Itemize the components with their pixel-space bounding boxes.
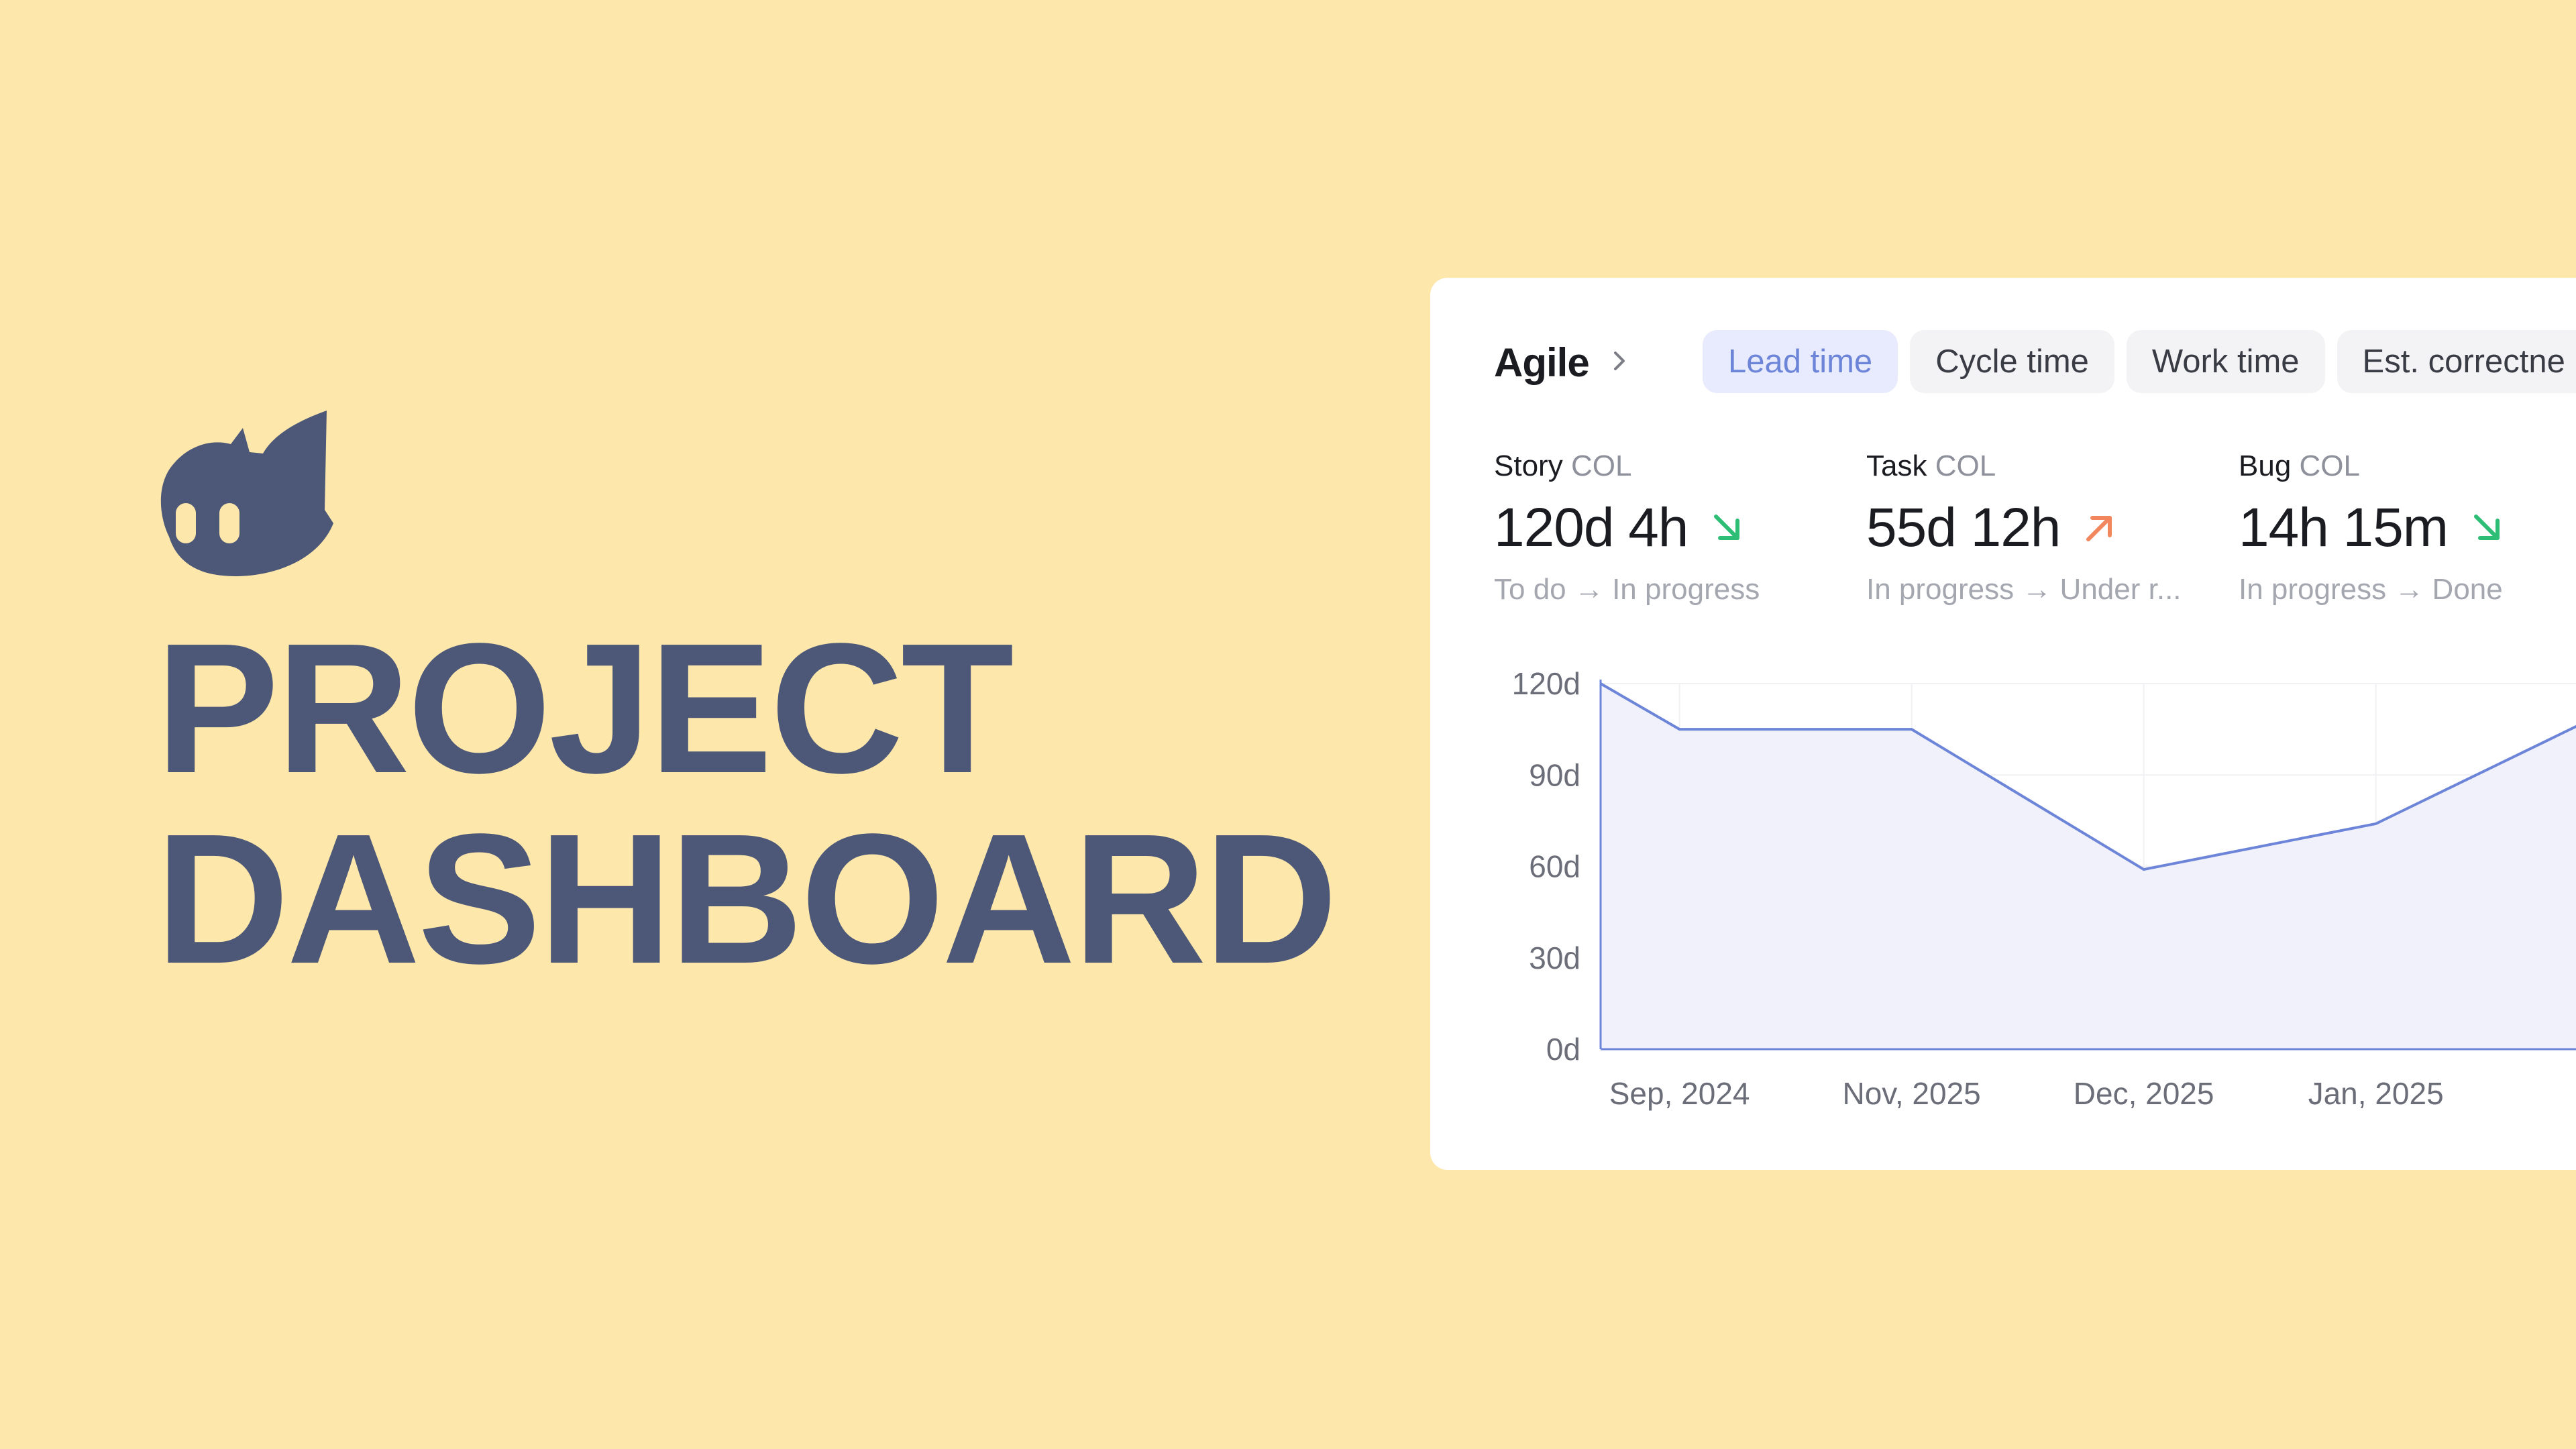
metric-value-text: 55d 12h	[1866, 497, 2061, 558]
metric-task: Task COL 55d 12h In progress → Under r..…	[1866, 449, 2182, 606]
x-tick-label: Jan, 2025	[2308, 1076, 2444, 1111]
metric-bug: Bug COL 14h 15m In progress → Done	[2239, 449, 2506, 606]
metric-value: 14h 15m	[2239, 496, 2506, 559]
y-tick-label: 60d	[1529, 849, 1580, 884]
panel-title: Agile	[1494, 340, 1590, 385]
metric-col: COL	[1935, 449, 1996, 482]
tab-lead-time[interactable]: Lead time	[1703, 330, 1898, 393]
tab-work-time[interactable]: Work time	[2126, 330, 2325, 393]
y-tick-label: 0d	[1546, 1032, 1580, 1067]
metric-col: COL	[2299, 449, 2361, 482]
cat-logo-icon	[160, 411, 333, 576]
area-fill	[1601, 684, 2576, 1049]
dashboard-card: Agile Lead time Cycle time Work time Est…	[1430, 278, 2576, 1170]
metric-value-text: 14h 15m	[2239, 497, 2449, 558]
arrow-down-right-icon	[1714, 515, 1740, 540]
metric-value: 55d 12h	[1866, 496, 2182, 559]
metric-label: Story COL	[1494, 449, 1760, 483]
y-tick-label: 90d	[1529, 757, 1580, 792]
y-tick-label: 120d	[1512, 666, 1580, 701]
metric-transition: In progress → Under r...	[1866, 573, 2182, 606]
metric-story: Story COL 120d 4h To do → In progress	[1494, 449, 1760, 606]
hero-title-line1: PROJECT	[156, 605, 1014, 812]
metric-label: Bug COL	[2239, 449, 2506, 483]
tab-cycle-time[interactable]: Cycle time	[1910, 330, 2114, 393]
metric-type: Story	[1494, 449, 1563, 482]
metric-value: 120d 4h	[1494, 496, 1760, 559]
x-tick-label: Nov, 2025	[1842, 1076, 1980, 1111]
series-line	[1599, 682, 2576, 871]
chevron-right-icon[interactable]	[1611, 349, 1629, 373]
tab-est-correctness[interactable]: Est. correctne	[2337, 330, 2576, 393]
metric-transition: In progress → Done	[2239, 573, 2503, 606]
metric-type: Task	[1866, 449, 1927, 482]
x-tick-label: Dec, 2025	[2074, 1076, 2214, 1111]
arrow-down-right-icon	[2474, 515, 2500, 540]
arrow-up-right-icon	[2086, 516, 2112, 541]
y-tick-label: 30d	[1529, 941, 1580, 975]
x-tick-label: Sep, 2024	[1609, 1076, 1750, 1111]
metric-value-text: 120d 4h	[1494, 497, 1688, 558]
metric-transition: To do → In progress	[1494, 573, 1760, 606]
hero-title-line2: DASHBOARD	[156, 796, 1338, 1002]
metric-label: Task COL	[1866, 449, 2182, 483]
lead-time-chart: 120d 90d 60d 30d 0d Sep, 2024 Nov, 2025 Dec, 20…	[1512, 666, 2576, 1111]
metric-tabs: Lead time Cycle time Work time Est. corr…	[1703, 330, 2576, 393]
metric-type: Bug	[2239, 449, 2292, 482]
metric-col: COL	[1570, 449, 1632, 482]
